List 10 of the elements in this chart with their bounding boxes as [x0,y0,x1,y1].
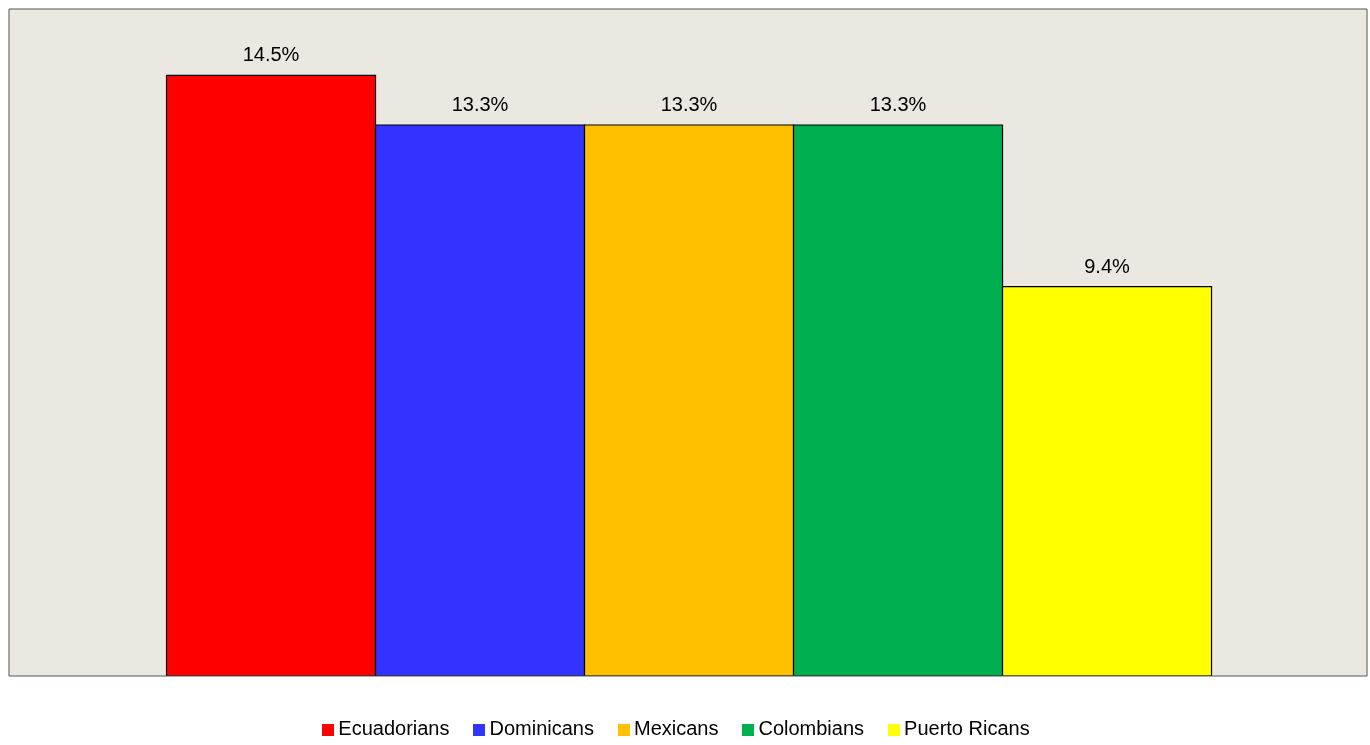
legend-label: Mexicans [633,717,719,739]
legend-label: Colombians [758,717,865,739]
data-label: 14.5% [242,43,300,66]
data-label: 9.4% [1084,254,1131,277]
data-label: 13.3% [451,93,509,115]
legend-label: Dominicans [489,717,594,739]
data-label: 13.3% [660,93,718,115]
legend-label: Ecuadorians [338,717,450,739]
data-label: 13.3% [869,93,927,115]
legend-label: Puerto Ricans [904,717,1030,739]
